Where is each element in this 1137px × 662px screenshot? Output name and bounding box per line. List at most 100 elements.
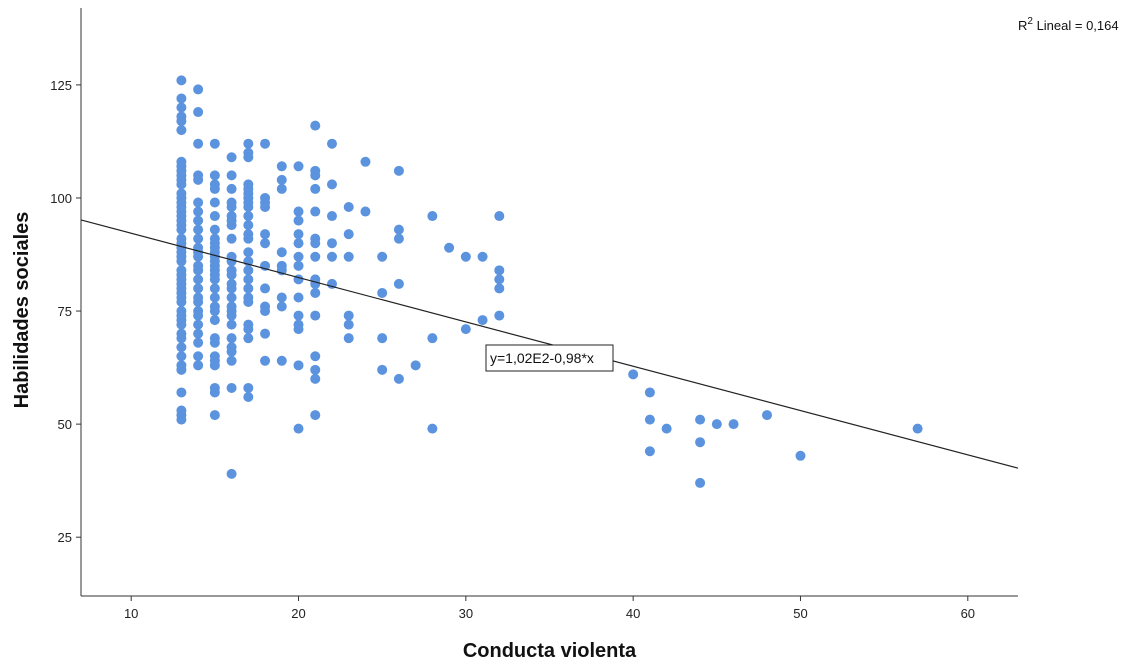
data-point: [343, 251, 354, 262]
data-point: [326, 211, 337, 222]
data-point: [226, 468, 237, 479]
data-point: [243, 202, 254, 213]
data-point: [176, 75, 187, 86]
data-point: [310, 410, 321, 421]
data-point: [176, 179, 187, 190]
data-point: [243, 247, 254, 258]
data-point: [176, 297, 187, 307]
data-point: [293, 251, 304, 262]
x-axis-ticks: 10 20 30 40 50 60: [124, 596, 975, 621]
equation-text: y=1,02E2-0,98*x: [490, 350, 594, 366]
data-point: [226, 220, 237, 231]
x-tick-label: 50: [793, 606, 807, 621]
data-point: [276, 174, 287, 185]
data-point: [193, 138, 204, 149]
x-tick-label: 20: [291, 606, 305, 621]
data-point: [209, 183, 220, 194]
data-point: [326, 251, 337, 262]
data-point: [310, 251, 321, 262]
data-point: [243, 211, 254, 222]
data-point: [193, 206, 204, 217]
data-point: [343, 333, 354, 344]
y-axis-title: Habilidades sociales: [11, 212, 33, 409]
data-point: [276, 161, 287, 172]
data-point: [226, 319, 237, 330]
data-point: [226, 333, 237, 344]
data-point: [393, 233, 404, 244]
data-point: [226, 152, 237, 163]
data-point: [193, 274, 204, 285]
data-point: [243, 382, 254, 393]
y-axis-ticks: 25 50 75 100 125: [50, 78, 81, 545]
data-point: [795, 450, 806, 461]
data-point: [293, 324, 304, 335]
data-point: [293, 423, 304, 434]
data-point: [393, 224, 404, 235]
data-point: [226, 283, 237, 294]
data-point: [226, 355, 237, 366]
data-point: [293, 260, 304, 271]
data-point: [193, 265, 204, 276]
data-point: [260, 202, 271, 213]
data-point: [494, 211, 505, 222]
data-point: [193, 360, 204, 371]
data-point: [193, 174, 204, 185]
data-point: [444, 242, 455, 253]
y-tick-label: 25: [58, 530, 72, 545]
data-point: [226, 183, 237, 194]
data-point: [477, 315, 488, 326]
data-point: [427, 423, 438, 434]
data-point: [343, 202, 354, 213]
data-point: [695, 437, 706, 448]
data-point: [193, 107, 204, 118]
data-point: [310, 238, 321, 249]
data-point: [209, 170, 220, 181]
data-point: [460, 251, 471, 262]
data-point: [243, 324, 254, 335]
data-point: [661, 423, 672, 434]
data-point: [310, 310, 321, 321]
x-tick-label: 60: [961, 606, 975, 621]
data-point: [243, 297, 254, 307]
data-point: [628, 369, 639, 380]
data-point: [310, 170, 321, 181]
data-point: [209, 360, 220, 371]
data-point: [695, 477, 706, 488]
data-point: [243, 152, 254, 163]
data-point: [644, 446, 655, 457]
data-point: [176, 256, 187, 267]
data-point: [293, 274, 304, 285]
data-point: [226, 269, 237, 280]
data-point: [310, 287, 321, 298]
data-point: [728, 419, 739, 430]
data-point: [243, 333, 254, 344]
data-point: [209, 138, 220, 149]
data-point: [644, 387, 655, 398]
data-point: [477, 251, 488, 262]
data-point: [193, 297, 204, 307]
data-point: [176, 414, 187, 425]
data-point: [310, 351, 321, 362]
data-point: [243, 220, 254, 231]
data-point: [176, 93, 187, 104]
data-point: [209, 283, 220, 294]
data-points: [176, 75, 923, 488]
data-point: [494, 310, 505, 321]
data-point: [209, 197, 220, 208]
data-point: [494, 283, 505, 294]
data-point: [293, 215, 304, 226]
data-point: [377, 251, 388, 262]
data-point: [293, 360, 304, 371]
data-point: [176, 364, 187, 375]
x-tick-label: 10: [124, 606, 138, 621]
regression-line: [80, 219, 1019, 469]
data-point: [176, 351, 187, 362]
data-point: [293, 238, 304, 249]
data-point: [209, 274, 220, 285]
data-point: [193, 328, 204, 339]
data-point: [393, 165, 404, 176]
data-point: [193, 310, 204, 321]
data-point: [460, 324, 471, 335]
data-point: [176, 333, 187, 344]
r2-label: R2 Lineal = 0,164: [1018, 16, 1119, 33]
